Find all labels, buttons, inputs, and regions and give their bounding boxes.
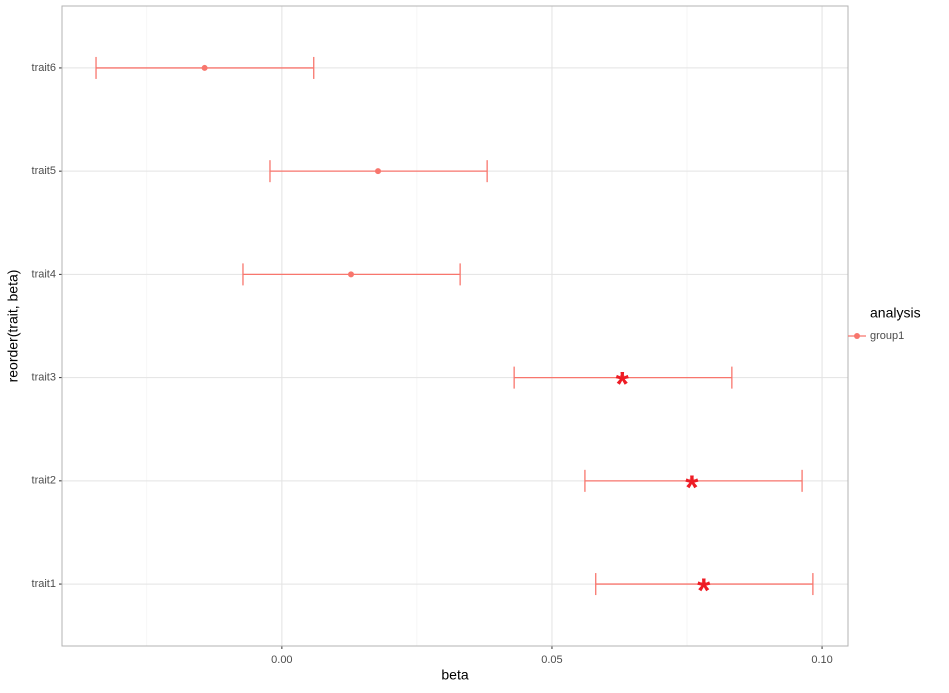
- panel-border: [61, 5, 849, 647]
- point: [619, 374, 626, 381]
- x-tick-label: 0.10: [811, 654, 832, 666]
- x-tick-label: 0.00: [271, 654, 292, 666]
- significance-marker: *: [697, 572, 711, 610]
- y-tick-label: trait1: [32, 578, 56, 590]
- legend-key: [854, 333, 860, 339]
- y-tick-label: trait4: [32, 268, 56, 280]
- significance-marker: *: [685, 469, 699, 507]
- point: [348, 271, 355, 278]
- y-tick-label: trait6: [32, 62, 56, 74]
- y-axis-label: reorder(trait, beta): [5, 270, 21, 383]
- legend-label: group1: [870, 330, 904, 342]
- point: [700, 581, 707, 588]
- point: [201, 64, 208, 71]
- y-tick-label: trait3: [32, 372, 56, 384]
- point: [688, 477, 695, 484]
- x-axis-label: beta: [441, 667, 468, 683]
- significance-marker: *: [616, 366, 630, 404]
- y-tick-label: trait5: [32, 165, 56, 177]
- x-tick-label: 0.05: [541, 654, 562, 666]
- y-tick-label: trait2: [32, 475, 56, 487]
- legend-title: analysis: [870, 305, 921, 321]
- point: [375, 168, 382, 175]
